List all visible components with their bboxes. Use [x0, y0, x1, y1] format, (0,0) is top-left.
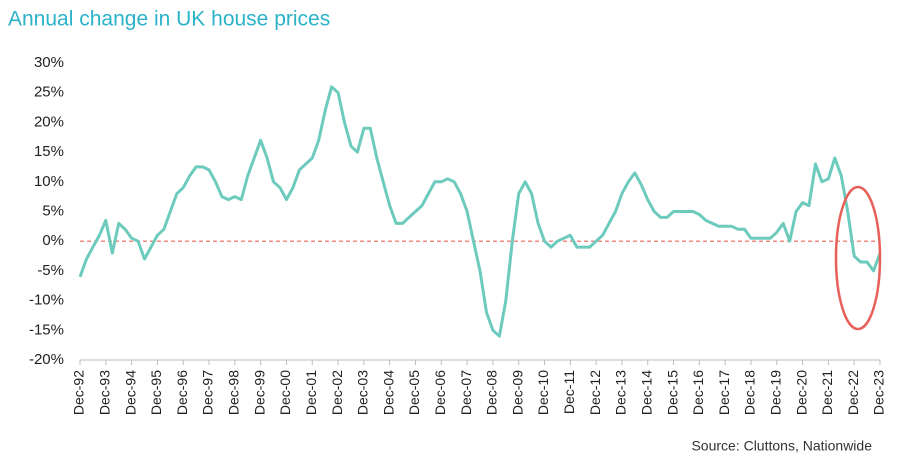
x-tick-label: Dec-22	[845, 370, 861, 415]
x-tick-label: Dec-13	[613, 370, 629, 415]
x-tick-label: Dec-14	[638, 370, 654, 415]
x-tick-label: Dec-96	[174, 370, 190, 415]
data-line	[78, 85, 882, 338]
y-tick-label: 25%	[34, 84, 64, 101]
x-tick-label: Dec-21	[819, 370, 835, 415]
x-tick-label: Dec-93	[97, 370, 113, 415]
y-tick-label: -20%	[29, 351, 64, 368]
x-tick-label: Dec-09	[509, 370, 525, 415]
x-tick-label: Dec-07	[458, 370, 474, 415]
x-tick-label: Dec-23	[871, 370, 887, 415]
x-tick-label: Dec-04	[380, 370, 396, 415]
x-tick-label: Dec-10	[535, 370, 551, 415]
y-tick-label: 20%	[34, 113, 64, 130]
x-tick-label: Dec-97	[200, 370, 216, 415]
x-tick-label: Dec-94	[122, 370, 138, 415]
chart-title: Annual change in UK house prices	[8, 8, 330, 31]
x-tick-label: Dec-18	[742, 370, 758, 415]
highlight-ellipse	[834, 185, 882, 331]
x-tick-label: Dec-12	[587, 370, 603, 415]
x-tick-label: Dec-05	[406, 370, 422, 415]
x-tick-label: Dec-16	[690, 370, 706, 415]
y-tick-label: 30%	[34, 54, 64, 71]
source-note: Source: Cluttons, Nationwide	[691, 438, 872, 454]
x-tick-label: Dec-17	[716, 370, 732, 415]
x-tick-label: Dec-02	[329, 370, 345, 415]
x-tick-label: Dec-20	[793, 370, 809, 415]
x-tick-label: Dec-15	[664, 370, 680, 415]
x-tick-label: Dec-03	[355, 370, 371, 415]
x-tick-label: Dec-01	[303, 370, 319, 415]
y-tick-label: 0%	[42, 232, 64, 249]
y-tick-label: -10%	[29, 292, 64, 309]
x-tick-label: Dec-19	[767, 370, 783, 415]
y-tick-label: -5%	[37, 262, 64, 279]
y-tick-label: 10%	[34, 173, 64, 190]
y-tick-label: 5%	[42, 202, 64, 219]
y-tick-label: 15%	[34, 143, 64, 160]
x-tick-label: Dec-06	[432, 370, 448, 415]
x-tick-label: Dec-08	[484, 370, 500, 415]
x-tick-label: Dec-95	[148, 370, 164, 415]
x-tick-label: Dec-99	[251, 370, 267, 415]
x-tick-label: Dec-92	[71, 370, 87, 415]
y-tick-label: -15%	[29, 321, 64, 338]
x-tick-label: Dec-98	[226, 370, 242, 415]
x-tick-label: Dec-00	[277, 370, 293, 415]
x-tick-label: Dec-11	[561, 370, 577, 414]
